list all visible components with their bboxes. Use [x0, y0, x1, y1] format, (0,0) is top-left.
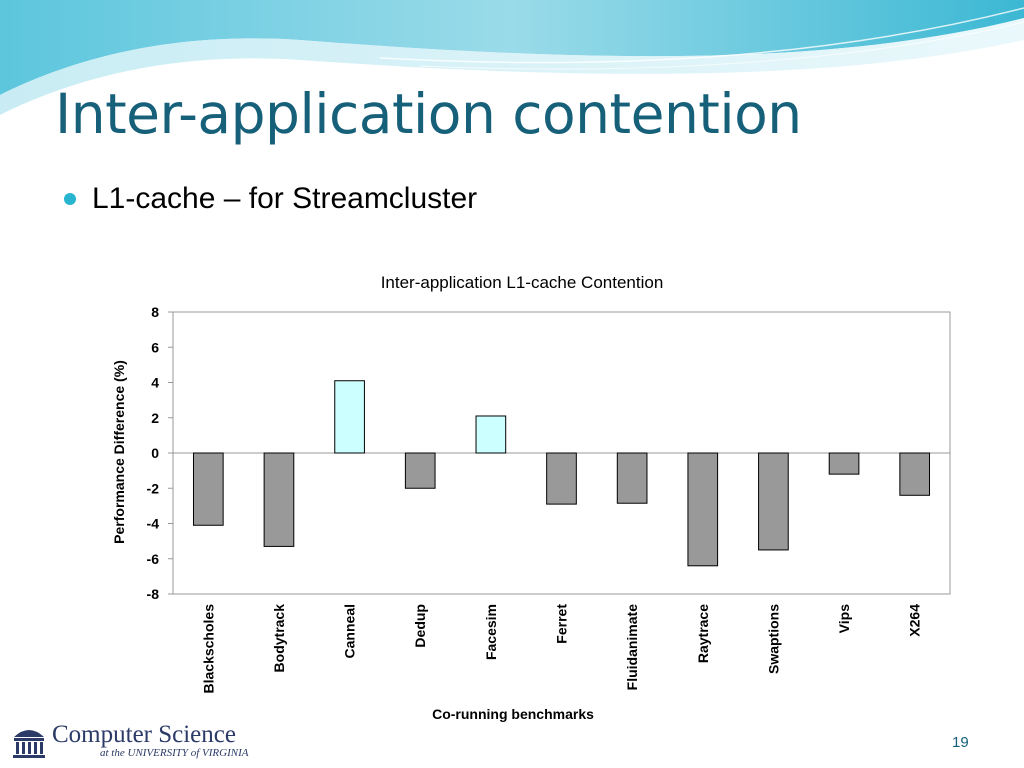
x-axis-label: Co-running benchmarks	[432, 706, 594, 722]
bar-bodytrack	[263, 452, 295, 547]
bar-blackscholes	[192, 452, 224, 526]
x-tick-label: Canneal	[342, 604, 358, 658]
x-tick-label: Raytrace	[695, 604, 711, 663]
y-tick-label: -6	[147, 551, 160, 567]
x-axis-labels: Blackscholes Bodytrack Canneal Dedup Facesim…	[200, 604, 922, 694]
header-wave-decoration	[0, 0, 1024, 115]
bar-x264	[899, 452, 931, 496]
x-tick-label: Fluidanimate	[624, 604, 640, 691]
y-tick-label: 4	[151, 375, 159, 391]
x-tick-label: Bodytrack	[271, 604, 287, 673]
bar-raytrace	[687, 452, 719, 567]
bar-ferret	[546, 452, 577, 505]
y-tick-label: -8	[147, 586, 160, 602]
x-tick-label: Dedup	[412, 604, 428, 648]
bar-fluidanimate	[616, 452, 648, 504]
x-tick-label: Vips	[836, 604, 852, 634]
bar-facesim	[475, 415, 507, 454]
x-tick-label: X264	[907, 604, 923, 637]
bullet-text: L1-cache – for Streamcluster	[92, 182, 478, 215]
page-number: 19	[952, 734, 969, 751]
bar-swaptions	[758, 452, 789, 551]
logo-line2: at the UNIVERSITY of VIRGINIA	[100, 747, 249, 759]
bar-vips	[828, 452, 860, 475]
chart-title: Inter-application L1-cache Contention	[381, 273, 664, 292]
bullet-item: L1-cache – for Streamcluster	[64, 182, 477, 216]
logo-line1: Computer Science	[52, 721, 236, 748]
y-tick-label: -4	[147, 516, 160, 532]
university-logo: Computer Science at the UNIVERSITY of VI…	[12, 722, 248, 759]
bar-series	[192, 380, 931, 567]
y-tick-label: 2	[151, 410, 159, 426]
bar-canneal	[334, 380, 365, 454]
y-tick-label: 0	[151, 445, 159, 461]
x-tick-label: Blackscholes	[200, 604, 216, 694]
rotunda-icon	[13, 729, 45, 758]
slide-title: Inter-application contention	[55, 82, 802, 146]
bar-dedup	[404, 452, 436, 489]
y-axis-label: Performance Difference (%)	[111, 360, 127, 544]
x-tick-label: Ferret	[554, 604, 570, 644]
y-tick-label: -2	[147, 480, 160, 496]
x-tick-label: Facesim	[483, 604, 499, 660]
y-tick-label: 8	[151, 304, 159, 320]
bullet-dot-icon	[64, 193, 76, 205]
y-axis-ticks: 8 6 4 2 0 -2 -4 -6 -8	[147, 304, 173, 602]
y-tick-label: 6	[151, 339, 159, 355]
x-tick-label: Swaptions	[765, 604, 781, 674]
